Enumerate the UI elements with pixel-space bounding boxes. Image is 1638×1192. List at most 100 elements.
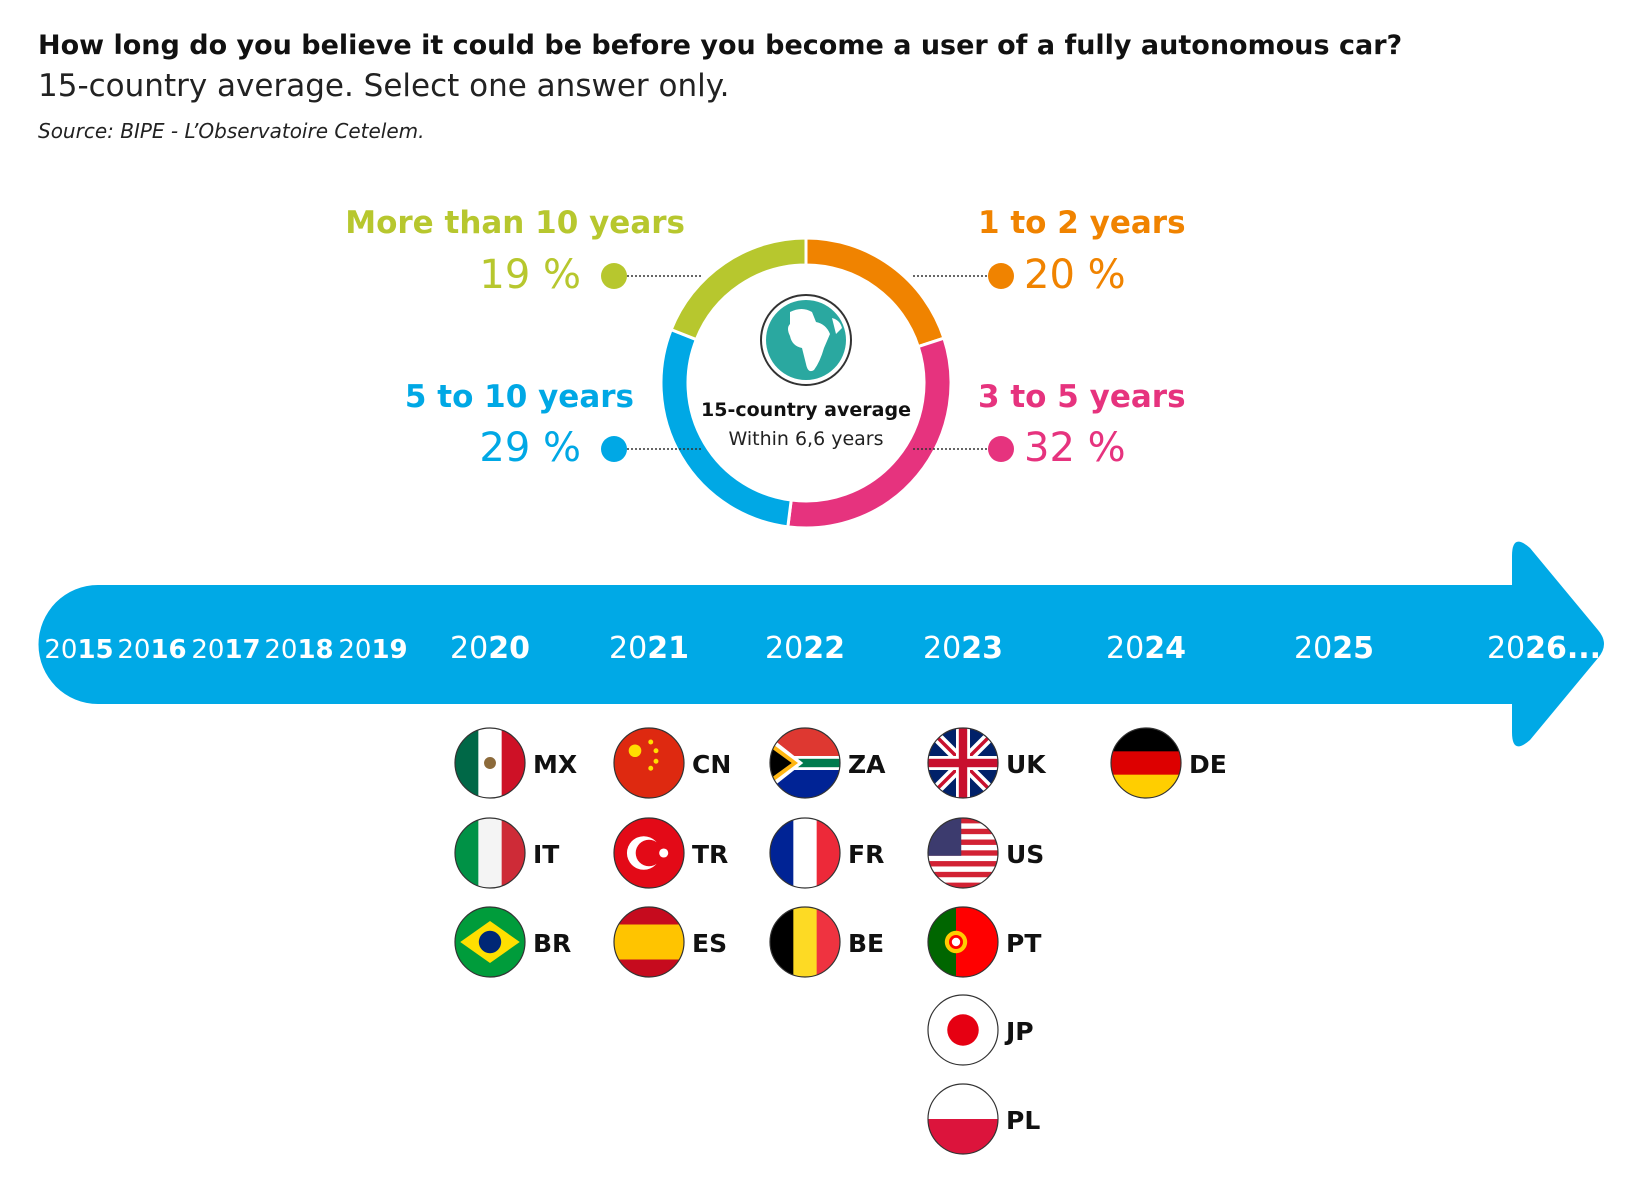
- country-code: DE: [1189, 750, 1227, 779]
- title: How long do you believe it could be befo…: [38, 30, 1402, 61]
- country-code: CN: [692, 750, 731, 779]
- flag-stripe: [816, 907, 840, 977]
- center-text: Within 6,6 years: [728, 428, 883, 450]
- year-label: 2022: [765, 631, 845, 666]
- flag-stripe: [770, 728, 840, 743]
- country-code: BE: [848, 929, 884, 958]
- flag-stripe: [770, 818, 794, 888]
- flag-stripe: [928, 871, 998, 878]
- flag-stripe: [1111, 751, 1181, 776]
- flag-outline: [613, 727, 685, 799]
- source: Source: BIPE - L’Observatoire Cetelem.: [38, 119, 425, 143]
- flag-stripe: [928, 877, 998, 884]
- flag-stripe: [928, 834, 998, 841]
- flag: [614, 818, 684, 888]
- value-label: 19 %: [479, 252, 581, 298]
- flag: [455, 728, 525, 798]
- legend-category: 5 to 10 years: [405, 379, 634, 415]
- flag-stripe: [1111, 774, 1181, 798]
- flag-stripe: [928, 1084, 998, 1120]
- center-title: 15-country average: [701, 399, 911, 421]
- flag-detail: [484, 757, 496, 769]
- legend-category: 3 to 5 years: [978, 379, 1186, 415]
- country-code: FR: [848, 840, 884, 869]
- flag-stripe: [816, 818, 840, 888]
- country-code: UK: [1006, 750, 1047, 779]
- flag: [928, 995, 998, 1065]
- legend-category: More than 10 years: [345, 205, 685, 241]
- flag-detail: [770, 758, 840, 768]
- legend-category: 1 to 2 years: [978, 205, 1186, 241]
- value-label: 32 %: [1024, 425, 1126, 471]
- year-label: 2024: [1106, 631, 1186, 666]
- flag-stripe: [614, 728, 684, 798]
- flag-stripe: [928, 823, 998, 830]
- year-label: 2023: [923, 631, 1003, 666]
- flag-stripe: [501, 728, 525, 798]
- flag-stripe: [928, 866, 998, 873]
- flag-stripe: [1111, 728, 1181, 752]
- country-code: ZA: [848, 750, 886, 779]
- flag-outline: [927, 906, 999, 978]
- flag-stripe: [793, 818, 818, 888]
- flag-stripe: [928, 907, 943, 977]
- legend-dot: [601, 436, 627, 462]
- flag-outline: [769, 727, 841, 799]
- flag-outline: [454, 906, 526, 978]
- country-code: MX: [533, 750, 577, 779]
- flag-outline: [769, 817, 841, 889]
- flag-detail: [653, 748, 659, 754]
- flag-stripe: [455, 818, 479, 888]
- flag-stripe: [614, 924, 684, 943]
- flag-detail: [648, 765, 654, 771]
- flag-stripe: [770, 907, 794, 977]
- donut-segment: [669, 236, 808, 342]
- flag-detail: [478, 930, 502, 954]
- flag: [928, 728, 998, 798]
- flag: [455, 818, 525, 888]
- flag-stripe: [928, 828, 998, 835]
- year-label: 2020: [450, 631, 530, 666]
- year-label: 2025: [1294, 631, 1374, 666]
- flag-stripe: [455, 728, 479, 798]
- flag-stripe: [928, 839, 998, 846]
- flag-outline: [927, 1083, 999, 1155]
- country-code: PL: [1006, 1106, 1040, 1135]
- flag-outline: [927, 727, 999, 799]
- flag-outline: [769, 906, 841, 978]
- flag-stripe: [928, 818, 998, 824]
- flag: [1111, 728, 1181, 798]
- legend-dot: [988, 263, 1014, 289]
- country-code: JP: [1004, 1017, 1034, 1046]
- country-code: TR: [692, 840, 728, 869]
- flag-stripe: [984, 907, 998, 977]
- flag-detail: [628, 744, 642, 758]
- flag-detail: [635, 839, 663, 867]
- flag-stripe: [614, 907, 684, 925]
- flag-stripe: [928, 850, 998, 857]
- flag: [928, 818, 998, 888]
- year-label: 2021: [609, 631, 689, 666]
- flag-outline: [613, 906, 685, 978]
- flag-outline: [927, 994, 999, 1066]
- flag-detail: [648, 739, 654, 745]
- flag-stripe: [614, 959, 684, 977]
- flag: [770, 907, 840, 977]
- flag-stripe: [970, 907, 985, 977]
- flag-stripe: [928, 861, 998, 867]
- value-label: 20 %: [1024, 252, 1126, 298]
- country-code: BR: [533, 929, 571, 958]
- flag-detail: [659, 848, 669, 858]
- flag-outline: [1110, 727, 1182, 799]
- country-code: IT: [533, 840, 559, 869]
- flag-stripe: [928, 844, 998, 851]
- flag-detail: [947, 1014, 979, 1046]
- flag-outline: [454, 817, 526, 889]
- flag-stripe: [770, 784, 840, 798]
- flag-detail: [958, 728, 968, 798]
- flag-detail: [653, 758, 659, 764]
- flag-outline: [613, 817, 685, 889]
- country-code: US: [1006, 840, 1044, 869]
- year-label: 2018: [264, 635, 333, 665]
